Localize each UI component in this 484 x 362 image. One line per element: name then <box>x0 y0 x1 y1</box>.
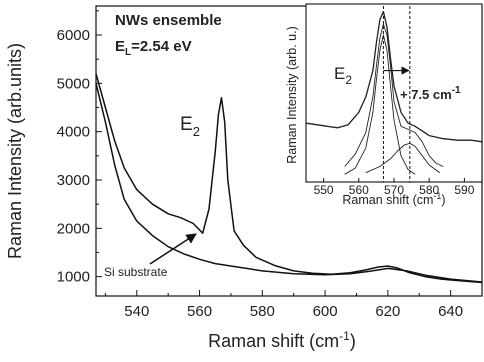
inset-series-measured <box>305 11 483 143</box>
inset-x-tick-label: 560 <box>349 183 369 197</box>
inset-series-fit-total <box>344 23 444 167</box>
y-tick-label: 6000 <box>57 27 90 44</box>
inset-x-tick-label: 590 <box>454 183 474 197</box>
main-peak-label: E2 <box>180 114 200 139</box>
inset-x-tick-label: 570 <box>384 183 404 197</box>
inset-y-axis-title: Raman Intensity (arb. u.) <box>285 26 299 164</box>
inset-x-axis-title: Raman shift (cm-1) <box>342 191 445 207</box>
inset-x-tick-label: 580 <box>419 183 439 197</box>
shift-label: + 7.5 cm-1 <box>400 85 461 102</box>
y-tick-label: 5000 <box>57 75 90 92</box>
y-tick-label: 1000 <box>57 269 90 286</box>
y-tick-label: 3000 <box>57 172 90 189</box>
main-series-line-2 <box>95 83 483 283</box>
x-tick-label: 640 <box>438 303 463 320</box>
inset: Raman Intensity (arb. u.) Raman shift (c… <box>285 3 483 207</box>
x-axis-title: Raman shift (cm-1) <box>208 329 356 351</box>
inset-x-tick-label: 550 <box>314 183 334 197</box>
inset-frame <box>305 3 483 183</box>
x-tick-label: 540 <box>124 303 149 320</box>
inset-plot: 550 560 570 580 590 <box>305 6 483 197</box>
excitation-energy-label: EL=2.54 eV <box>115 38 192 58</box>
x-tick-label: 620 <box>375 303 400 320</box>
y-tick-label: 4000 <box>57 124 90 141</box>
y-tick-label: 2000 <box>57 220 90 237</box>
sample-title: NWs ensemble <box>115 12 222 29</box>
main-plot: 540 560 580 600 620 640 1000 2000 3000 4000 5000 60… <box>57 10 483 320</box>
si-substrate-label: Si substrate <box>104 265 168 279</box>
x-tick-label: 600 <box>313 303 338 320</box>
inset-peak-label: E2 <box>334 64 352 87</box>
x-tick-label: 560 <box>187 303 212 320</box>
inset-series-component-2 <box>365 142 441 174</box>
y-axis-title: Raman Intensity (arb.units) <box>5 43 25 259</box>
inset-series-component-1 <box>344 34 416 175</box>
x-tick-label: 580 <box>250 303 275 320</box>
